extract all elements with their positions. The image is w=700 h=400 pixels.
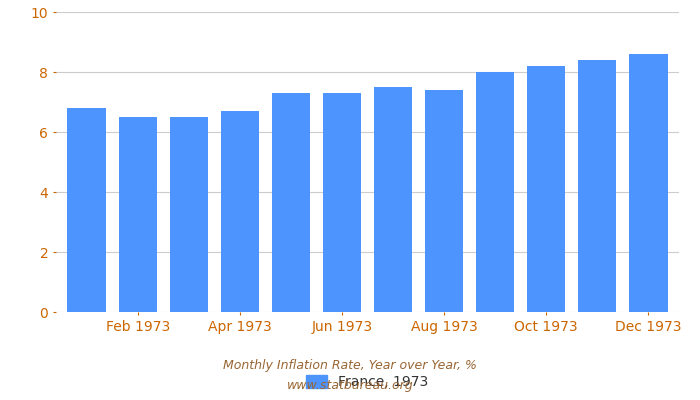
Bar — [272, 93, 310, 312]
Text: Monthly Inflation Rate, Year over Year, %: Monthly Inflation Rate, Year over Year, … — [223, 360, 477, 372]
Bar — [169, 117, 208, 312]
Legend: France, 1973: France, 1973 — [307, 375, 428, 389]
Bar — [629, 54, 668, 312]
Bar — [527, 66, 566, 312]
Bar — [578, 60, 617, 312]
Bar — [118, 117, 157, 312]
Bar — [323, 93, 361, 312]
Text: www.statbureau.org: www.statbureau.org — [287, 380, 413, 392]
Bar — [374, 87, 412, 312]
Bar — [220, 111, 259, 312]
Bar — [476, 72, 514, 312]
Bar — [67, 108, 106, 312]
Bar — [425, 90, 463, 312]
